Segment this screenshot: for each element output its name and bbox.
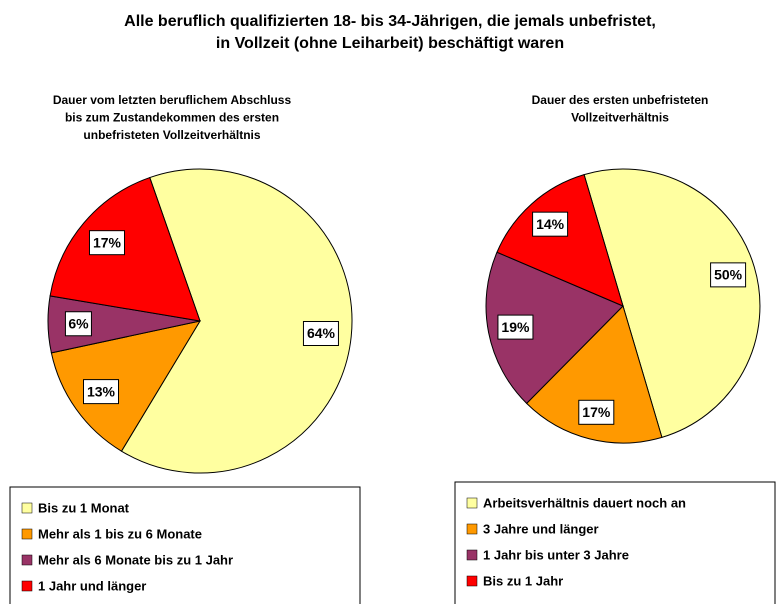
data-label: 19% [501, 319, 530, 335]
data-label: 13% [87, 383, 116, 399]
legend-label: Arbeitsverhältnis dauert noch an [483, 495, 686, 510]
legend-swatch [21, 502, 33, 514]
pie-slice [583, 168, 761, 438]
legend-label: 3 Jahre und länger [483, 521, 599, 536]
chart-title: Alle beruflich qualifizierten 18- bis 34… [124, 13, 656, 30]
data-label-box [578, 399, 615, 425]
legend-label: 1 Jahr und länger [38, 578, 146, 593]
pie-slice [525, 305, 663, 444]
data-label-box [302, 320, 339, 346]
data-label: 17% [582, 404, 611, 420]
legend-label: 1 Jahr bis unter 3 Jahre [483, 547, 629, 562]
pie-slice [50, 320, 202, 452]
legend-label: Bis zu 1 Jahr [483, 573, 563, 588]
data-label: 50% [714, 267, 743, 283]
legend-swatch [21, 528, 33, 540]
legend-swatch [21, 580, 33, 592]
legend-swatch [466, 549, 478, 561]
pie-slice [120, 168, 353, 474]
chart-subtitle: unbefristeten Vollzeitverhältnis [83, 128, 260, 142]
data-label: 64% [307, 325, 336, 341]
data-label: 14% [536, 216, 565, 232]
legend-box [454, 481, 776, 604]
pie-slice [485, 251, 624, 405]
data-label-box [83, 379, 120, 405]
data-label: 6% [68, 315, 89, 331]
data-label-box [497, 314, 534, 340]
legend-swatch [466, 497, 478, 509]
data-label-box [64, 311, 92, 337]
chart-subtitle: Dauer des ersten unbefristeten [532, 93, 709, 107]
data-label: 17% [93, 234, 122, 250]
legend-swatch [466, 523, 478, 535]
pie-slice [496, 174, 624, 307]
chart-subtitle: Dauer vom letzten beruflichem Abschluss [53, 93, 292, 107]
legend-label: Bis zu 1 Monat [38, 500, 130, 515]
legend-swatch [21, 554, 33, 566]
legend-label: Mehr als 6 Monate bis zu 1 Jahr [38, 552, 233, 567]
chart-title: in Vollzeit (ohne Leiharbeit) beschäftig… [216, 35, 564, 52]
legend-box [9, 486, 361, 604]
chart-subtitle: Vollzeitverhältnis [571, 111, 669, 125]
pie-slice [49, 176, 201, 322]
data-label-box [710, 262, 747, 288]
chart-subtitle: bis zum Zustandekommen des ersten [65, 111, 279, 125]
data-label-box [532, 211, 569, 237]
legend-swatch [466, 575, 478, 587]
data-label-box [88, 230, 125, 256]
legend-label: Mehr als 1 bis zu 6 Monate [38, 526, 202, 541]
